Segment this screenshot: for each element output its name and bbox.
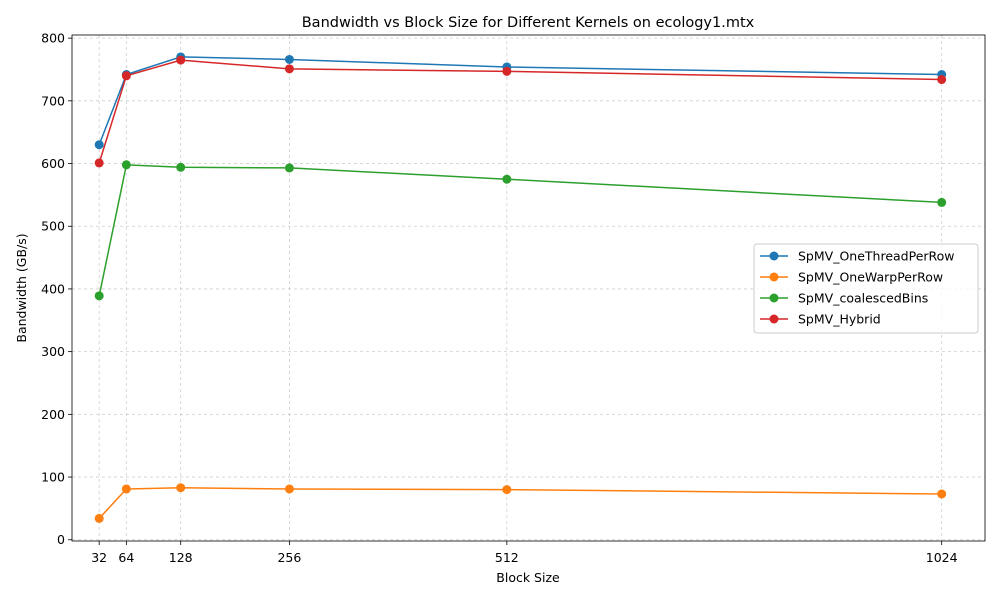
- legend: SpMV_OneThreadPerRow SpMV_OneWarpPerRow Sp…: [753, 243, 979, 334]
- data-point: [94, 291, 104, 301]
- data-point: [176, 55, 186, 65]
- data-point: [94, 140, 104, 150]
- y-tick-label: 200: [41, 407, 65, 422]
- data-point: [94, 158, 104, 168]
- x-tick-label: 256: [277, 550, 301, 565]
- series-line: [98, 59, 942, 164]
- x-tick-label: 512: [495, 550, 519, 565]
- legend-item: SpMV_coalescedBins: [760, 291, 928, 306]
- data-point: [284, 484, 294, 494]
- y-tick-label: 400: [41, 281, 65, 296]
- series-line: [98, 486, 942, 519]
- data-point: [176, 483, 186, 493]
- legend-item: SpMV_OneThreadPerRow: [760, 249, 955, 264]
- y-tick-label: 800: [41, 31, 65, 46]
- x-tick-label: 64: [118, 550, 134, 565]
- data-point: [502, 174, 512, 184]
- y-tick-label: 0: [57, 532, 65, 547]
- legend-label: SpMV_OneWarpPerRow: [798, 270, 943, 285]
- data-point: [121, 160, 131, 170]
- legend-label: SpMV_OneThreadPerRow: [798, 249, 955, 264]
- x-axis-label: Block Size: [496, 570, 560, 585]
- data-point: [502, 485, 512, 495]
- legend-item: SpMV_OneWarpPerRow: [760, 270, 943, 285]
- y-axis-label: Bandwidth (GB/s): [14, 233, 29, 342]
- data-point: [937, 75, 947, 85]
- series-SpMV_coalescedBins: [94, 160, 947, 301]
- legend-swatch-marker: [769, 293, 779, 303]
- chart-title: Bandwidth vs Block Size for Different Ke…: [302, 15, 755, 31]
- legend-swatch-marker: [769, 272, 779, 282]
- y-tick-label: 600: [41, 156, 65, 171]
- x-tick-label: 1024: [926, 550, 958, 565]
- data-point: [176, 162, 186, 172]
- data-point: [284, 54, 294, 64]
- legend-label: SpMV_coalescedBins: [798, 291, 928, 306]
- x-tick-label: 128: [169, 550, 193, 565]
- y-tick-label: 700: [41, 93, 65, 108]
- y-tick-label: 300: [41, 344, 65, 359]
- legend-swatch-marker: [769, 251, 779, 261]
- series-SpMV_OneWarpPerRow: [94, 483, 947, 523]
- data-point: [937, 489, 947, 499]
- data-point: [94, 513, 104, 523]
- series-SpMV_Hybrid: [94, 55, 947, 168]
- legend-swatch-marker: [769, 314, 779, 324]
- series-line: [98, 56, 942, 145]
- legend-box: [753, 243, 979, 334]
- data-point: [284, 163, 294, 173]
- y-tick-label: 500: [41, 219, 65, 234]
- y-axis-ticks: 0 100 200 300 400 500 600 700 800: [41, 31, 72, 547]
- data-point: [937, 197, 947, 207]
- data-point: [502, 66, 512, 76]
- x-tick-label: 32: [91, 550, 107, 565]
- legend-item: SpMV_Hybrid: [760, 312, 881, 327]
- legend-label: SpMV_Hybrid: [798, 312, 881, 327]
- x-axis-ticks: 32 64 128 256 512 1024: [91, 541, 958, 565]
- data-point: [121, 71, 131, 81]
- data-point: [284, 64, 294, 74]
- data-point: [121, 484, 131, 494]
- series-group: [94, 52, 947, 523]
- y-tick-label: 100: [41, 470, 65, 485]
- series-line: [98, 164, 942, 296]
- plot-frame: [71, 34, 986, 542]
